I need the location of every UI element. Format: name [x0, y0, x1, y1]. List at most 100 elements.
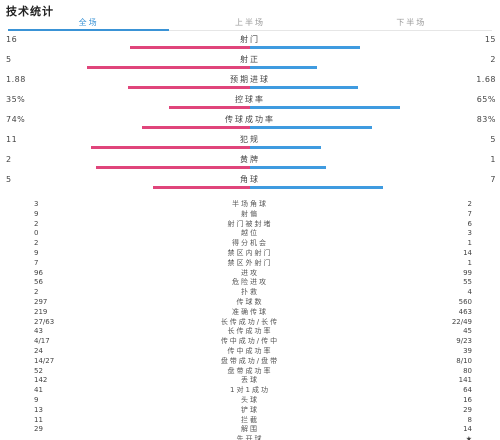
away-bar — [250, 86, 358, 89]
away-value: 463 — [458, 307, 472, 316]
away-value: ★ — [465, 435, 472, 440]
detail-stat-row: 27/63 长传成功/长传 22/49 — [0, 318, 500, 328]
home-bar — [130, 46, 250, 49]
away-bar — [250, 66, 317, 69]
page-title: 技术统计 — [6, 5, 54, 18]
home-value: 2 — [34, 288, 39, 297]
stat-label: 扑救 — [241, 288, 259, 297]
home-value: 56 — [34, 278, 43, 287]
detail-stat-row: 14/27 盘带成功/盘带 8/10 — [0, 357, 500, 367]
away-value: 8/10 — [456, 356, 472, 365]
home-bar — [87, 66, 250, 69]
bar-stat-row: 16 射门 15 — [0, 33, 500, 53]
detail-stat-row: 7 禁区外射门 1 — [0, 259, 500, 269]
bar-stat-row: 1.88 预期进球 1.68 — [0, 73, 500, 93]
home-value: 14/27 — [34, 356, 55, 365]
tab-second-half[interactable]: 下半场 — [330, 17, 492, 31]
away-value: 141 — [458, 376, 472, 385]
stat-label: 拦截 — [241, 415, 259, 424]
home-value: 7 — [34, 258, 39, 267]
bar-stat-row: 2 黄牌 1 — [0, 153, 500, 173]
home-value: 0 — [34, 229, 39, 238]
away-value: 80 — [463, 366, 472, 375]
detail-stat-row: 9 射偏 7 — [0, 210, 500, 220]
away-value: 99 — [463, 268, 472, 277]
detail-stat-row: 219 准确传球 463 — [0, 308, 500, 318]
away-bar — [250, 106, 400, 109]
detail-stat-row: 9 头球 16 — [0, 396, 500, 406]
away-value: 1 — [467, 258, 472, 267]
away-value: 2 — [490, 55, 496, 64]
home-value: 2 — [34, 239, 39, 248]
stat-label: 解围 — [241, 425, 259, 434]
away-value: 14 — [463, 425, 472, 434]
away-value: 65% — [476, 95, 496, 104]
bar-stat-row: 35% 控球率 65% — [0, 93, 500, 113]
stat-label: 预期进球 — [230, 75, 270, 84]
away-value: 39 — [463, 346, 472, 355]
stat-label: 1对1成功 — [230, 386, 270, 395]
detail-stat-row: 2 得分机会 1 — [0, 239, 500, 249]
away-value: 3 — [467, 229, 472, 238]
detail-stat-row: 41 1对1成功 64 — [0, 386, 500, 396]
away-value: 64 — [463, 386, 472, 395]
home-value: 5 — [6, 55, 12, 64]
tab-first-half[interactable]: 上半场 — [169, 17, 331, 31]
stat-label: 传球数 — [236, 297, 264, 306]
stat-label: 头球 — [241, 395, 259, 404]
away-bar — [250, 186, 383, 189]
detail-stat-row: 96 进攻 99 — [0, 269, 500, 279]
away-value: 560 — [458, 297, 472, 306]
stat-label: 传中成功/传中 — [220, 337, 280, 346]
stat-label: 长传成功率 — [227, 327, 273, 336]
stat-label: 越位 — [241, 229, 259, 238]
bar-stat-row: 74% 传球成功率 83% — [0, 113, 500, 133]
stat-label: 得分机会 — [232, 239, 268, 248]
stat-label: 半场角球 — [232, 200, 268, 208]
home-value: 52 — [34, 366, 43, 375]
bar-stats-list: 16 射门 15 5 射正 2 1.88 预期进球 1.68 35% 控球率 65% 74% 传球成功率 8… — [0, 33, 500, 193]
home-value: 43 — [34, 327, 43, 336]
detail-stat-row: 4/17 传中成功/传中 9/23 — [0, 337, 500, 347]
home-bar — [169, 106, 250, 109]
away-value: 4 — [467, 288, 472, 297]
home-value: 9 — [34, 209, 39, 218]
away-value: 14 — [463, 248, 472, 257]
home-value: 3 — [34, 200, 39, 208]
detail-stat-row: 先开球 ★ — [0, 435, 500, 440]
home-value: 1.88 — [6, 75, 26, 84]
detail-stat-row: 297 传球数 560 — [0, 298, 500, 308]
stat-label: 危险进攻 — [232, 278, 268, 287]
detail-stat-row: 43 长传成功率 45 — [0, 327, 500, 337]
stat-label: 盘带成功率 — [227, 366, 273, 375]
stat-label: 铲球 — [241, 405, 259, 414]
home-value: 11 — [34, 415, 43, 424]
detail-stat-row: 2 射门被封堵 6 — [0, 220, 500, 230]
home-value: 29 — [34, 425, 43, 434]
away-value: 7 — [467, 209, 472, 218]
stat-label: 丢球 — [241, 376, 259, 385]
home-bar — [91, 146, 250, 149]
stat-label: 进攻 — [241, 268, 259, 277]
away-value: 1 — [467, 239, 472, 248]
tab-full-match[interactable]: 全场 — [8, 17, 170, 31]
away-value: 15 — [484, 35, 496, 44]
stat-label: 射偏 — [241, 209, 259, 218]
stat-label: 传球成功率 — [225, 115, 275, 124]
home-value: 9 — [34, 248, 39, 257]
away-value: 83% — [476, 115, 496, 124]
home-bar — [142, 126, 250, 129]
away-bar — [250, 166, 326, 169]
stat-label: 禁区内射门 — [227, 248, 273, 257]
away-value: 45 — [463, 327, 472, 336]
home-value: 27/63 — [34, 317, 55, 326]
home-value: 4/17 — [34, 337, 50, 346]
stat-label: 射门被封堵 — [227, 219, 273, 228]
detail-stat-row: 142 丢球 141 — [0, 376, 500, 386]
away-bar — [250, 126, 372, 129]
home-value: 219 — [34, 307, 48, 316]
detail-stat-row: 9 禁区内射门 14 — [0, 249, 500, 259]
stat-label: 盘带成功/盘带 — [220, 356, 280, 365]
home-value: 11 — [6, 135, 18, 144]
bar-stat-row: 11 犯规 5 — [0, 133, 500, 153]
